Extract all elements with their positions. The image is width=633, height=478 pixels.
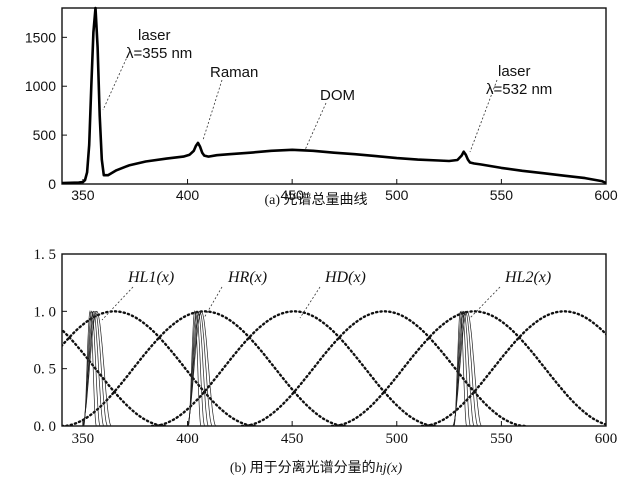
- decomposition-panel: 350 400 450 500 550 600 0. 0 0. 5 1. 0 1. 5 HL1(x…: [34, 247, 618, 476]
- bell-function-curve: [150, 310, 438, 426]
- x-tick-label: 350: [71, 187, 95, 203]
- bell-function-curve: [330, 310, 606, 426]
- raman-label: Raman: [210, 64, 258, 81]
- raman-leader: [202, 79, 223, 141]
- x-tick-label: 550: [490, 431, 513, 447]
- bell-function-curve: [62, 310, 258, 426]
- basis-functions: [62, 309, 606, 426]
- narrow-function-curve: [452, 310, 482, 426]
- spectrum-axis-ticks: 350 400 450 500 550 600 0 500 1000 1500: [25, 29, 618, 203]
- x-tick-label: 550: [490, 187, 514, 203]
- narrow-function-curve: [186, 310, 217, 426]
- y-tick-label: 0. 5: [34, 362, 57, 378]
- bell-function-curve: [420, 310, 606, 426]
- x-tick-label: 500: [386, 431, 409, 447]
- y-tick-label: 0. 0: [34, 419, 57, 435]
- spectrum-total-line: [61, 6, 607, 185]
- hl1-leader: [101, 286, 134, 321]
- x-tick-label: 400: [176, 187, 200, 203]
- laser532-wavelength: λ=532 nm: [486, 81, 552, 98]
- y-tick-label: 0: [48, 176, 56, 192]
- spectrum-panel: 350 400 450 500 550 600 0 500 1000 1500 laser λ=3…: [25, 6, 618, 208]
- hl1-label: HL1(x): [127, 269, 174, 286]
- caption-b: (b) 用于分离光谱分量的hj(x): [230, 459, 403, 476]
- laser355-leader: [102, 54, 129, 111]
- hr-leader: [203, 286, 223, 319]
- hl2-leader: [469, 286, 501, 319]
- narrow-function-curve: [81, 310, 112, 426]
- x-tick-label: 600: [594, 187, 618, 203]
- laser532-label: laser: [498, 63, 531, 80]
- laser355-wavelength: λ=355 nm: [126, 45, 192, 62]
- x-tick-label: 500: [385, 187, 409, 203]
- hr-label: HR(x): [227, 269, 267, 286]
- bell-function-curve: [62, 310, 348, 426]
- x-tick-label: 450: [281, 431, 304, 447]
- y-tick-label: 500: [33, 127, 57, 143]
- laser355-label: laser: [138, 27, 171, 44]
- dom-leader: [304, 102, 327, 151]
- y-tick-label: 1. 5: [34, 247, 57, 263]
- dom-label: DOM: [320, 87, 355, 104]
- caption-b-text: (b) 用于分离光谱分量的: [230, 459, 376, 476]
- bell-function-curve: [240, 310, 528, 426]
- caption-b-math: hj(x): [376, 461, 403, 476]
- y-tick-label: 1. 0: [34, 304, 57, 320]
- laser532-leader: [469, 79, 498, 153]
- hd-label: HD(x): [324, 269, 366, 286]
- x-tick-label: 600: [595, 431, 618, 447]
- spectrum-plot-frame: [61, 7, 607, 185]
- decomposition-axis-ticks: 350 400 450 500 550 600 0. 0 0. 5 1. 0 1. 5: [34, 247, 618, 447]
- bell-function-curve: [62, 328, 168, 426]
- x-tick-label: 400: [176, 431, 199, 447]
- caption-a: (a) 光谱总量曲线: [264, 192, 367, 208]
- hl2-label: HL2(x): [504, 269, 551, 286]
- y-tick-label: 1500: [25, 29, 56, 45]
- x-tick-label: 350: [72, 431, 95, 447]
- x-tick-label: 450: [280, 187, 304, 203]
- y-tick-label: 1000: [25, 78, 56, 94]
